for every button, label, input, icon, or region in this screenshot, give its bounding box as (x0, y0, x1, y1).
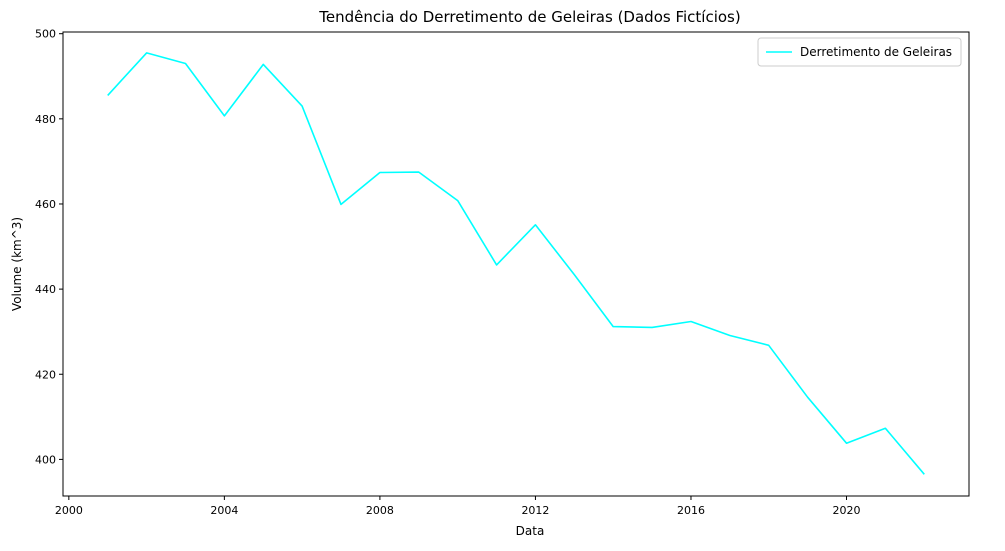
plot-area: 2000 2004 2008 2012 2016 2020 400 420 440 460 480 5… (35, 28, 970, 517)
y-tick-label: 420 (35, 368, 56, 381)
data-point (690, 321, 692, 323)
x-axis-label: Data (516, 524, 545, 538)
data-point (807, 396, 809, 398)
series-line (107, 52, 925, 475)
y-tick-label: 500 (35, 28, 56, 41)
data-point (185, 63, 187, 65)
data-point (612, 326, 614, 328)
data-point (923, 473, 925, 475)
data-point (379, 172, 381, 174)
x-tick-label: 2016 (677, 504, 705, 517)
legend-label: Derretimento de Geleiras (800, 45, 952, 59)
data-point (301, 105, 303, 107)
y-tick-label: 400 (35, 453, 56, 466)
data-point (651, 327, 653, 329)
x-tick-label: 2020 (833, 504, 861, 517)
data-point (535, 224, 537, 226)
data-point (768, 345, 770, 347)
data-point (146, 52, 148, 54)
x-tick-label: 2012 (521, 504, 549, 517)
data-point (418, 171, 420, 173)
data-point (340, 204, 342, 206)
x-tick-label: 2004 (210, 504, 238, 517)
data-point (224, 115, 226, 117)
data-point (846, 442, 848, 444)
data-point (107, 95, 109, 97)
plot-frame (62, 31, 970, 497)
data-point (457, 200, 459, 202)
data-point (574, 274, 576, 276)
y-tick-label: 460 (35, 198, 56, 211)
data-point (885, 428, 887, 430)
data-point (729, 335, 731, 337)
chart-title: Tendência do Derretimento de Geleiras (D… (318, 8, 740, 26)
y-tick-label: 480 (35, 113, 56, 126)
data-point (262, 64, 264, 66)
x-tick-label: 2008 (366, 504, 394, 517)
y-axis-label: Volume (km^3) (10, 217, 24, 311)
x-tick-label: 2000 (55, 504, 83, 517)
data-point (496, 264, 498, 266)
legend-box (757, 37, 962, 67)
y-tick-label: 440 (35, 283, 56, 296)
